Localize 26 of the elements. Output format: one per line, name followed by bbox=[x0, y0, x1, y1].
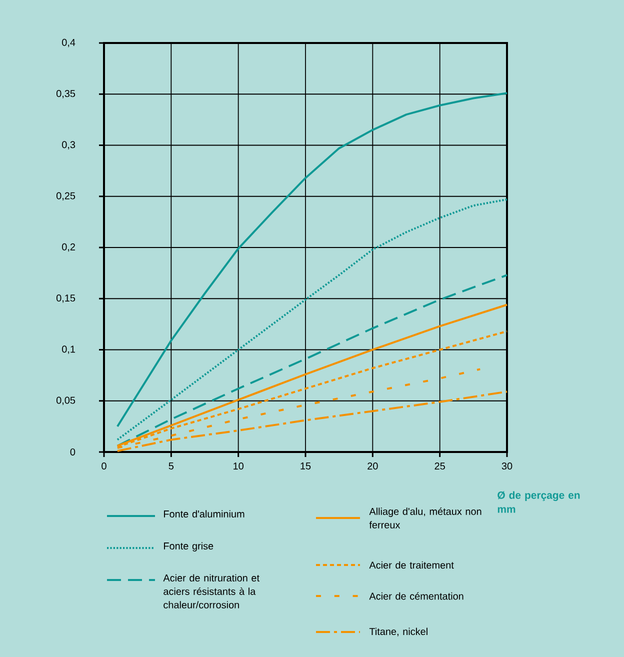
x-tick-label: 10 bbox=[234, 462, 244, 470]
x-tick-label: 15 bbox=[300, 462, 311, 470]
x-tick-label: 5 bbox=[168, 462, 174, 470]
legend-label: Acier de cémentation bbox=[369, 592, 464, 600]
y-tick-label: 0,35 bbox=[56, 90, 76, 98]
x-tick-label: 30 bbox=[502, 462, 512, 470]
x-axis-title: Ø de perçage en mm bbox=[498, 491, 580, 513]
y-tick-label: 0,4 bbox=[62, 38, 76, 48]
line-series bbox=[116, 198, 508, 441]
legend-label: Acier de traitement bbox=[369, 561, 454, 569]
legend-label: Titane, nickel bbox=[369, 628, 428, 636]
legend-label: Fonte d'aluminium bbox=[164, 510, 244, 518]
y-tick-label: 0,15 bbox=[56, 294, 76, 303]
y-tick-label: 0,3 bbox=[62, 141, 76, 150]
x-tick-label: 0 bbox=[102, 462, 106, 470]
legend-label: Acier de nitruration et aciers résistants à la chaleur/corrosion bbox=[163, 574, 260, 608]
y-tick-label: 0,25 bbox=[56, 192, 76, 200]
line-series bbox=[116, 92, 508, 428]
y-tick-label: 0 bbox=[70, 448, 76, 456]
legend-label: Alliage d'alu, métaux non ferreux bbox=[369, 508, 482, 528]
y-tick-label: 0,05 bbox=[56, 396, 76, 405]
x-tick-label: 25 bbox=[434, 462, 445, 470]
x-tick-label: 20 bbox=[368, 462, 378, 470]
y-tick-label: 0,2 bbox=[62, 243, 75, 252]
y-tick-label: 0,1 bbox=[62, 346, 75, 354]
legend-label: Fonte grise bbox=[164, 542, 214, 552]
